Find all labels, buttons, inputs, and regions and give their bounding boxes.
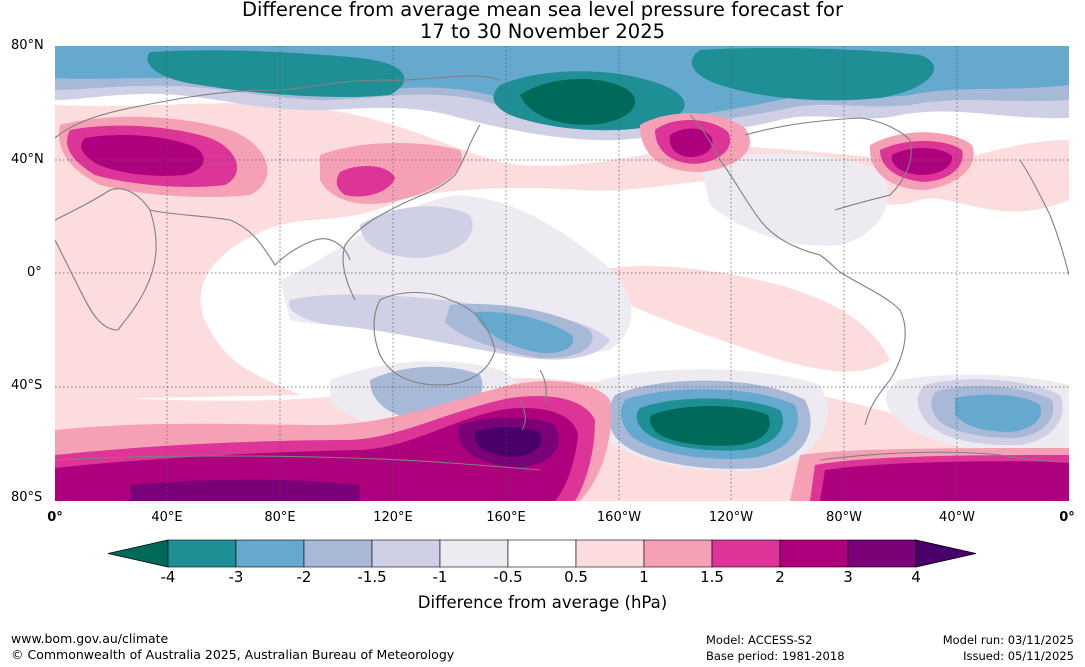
anomaly-region (600, 265, 890, 372)
colorbar-tick: 4 (911, 568, 921, 586)
anomaly-region (81, 135, 204, 176)
colorbar-swatch (235, 539, 305, 568)
colorbar-tick: 1.5 (700, 568, 724, 586)
map-field (55, 46, 1069, 501)
lat-label-80n: 80°N (11, 38, 44, 53)
colorbar-swatch (439, 539, 509, 568)
colorbar-swatch (779, 539, 849, 568)
colorbar-arrow-low (107, 539, 169, 568)
anomaly-region (360, 206, 473, 258)
anomaly-region (475, 311, 574, 354)
footer-base-period: Base period: 1981-2018 (706, 649, 845, 663)
footer-copyright: © Commonwealth of Australia 2025, Austra… (11, 647, 455, 662)
colorbar-swatch (575, 539, 645, 568)
colorbar-tick: -3 (228, 568, 244, 586)
lon-label: 120°W (708, 510, 754, 525)
anomaly-region (955, 394, 1042, 432)
colorbar-swatch (643, 539, 713, 568)
colorbar-tick: -1 (432, 568, 448, 586)
lat-label-80s: 80°S (11, 490, 43, 505)
lon-label: 80°W (826, 510, 862, 525)
lon-label: 0° (47, 510, 63, 525)
colorbar-swatch (303, 539, 373, 568)
colorbar-swatch (371, 539, 441, 568)
footer-model: Model: ACCESS-S2 (706, 633, 813, 647)
chart-title-line2: 17 to 30 November 2025 (419, 20, 666, 43)
colorbar (107, 539, 977, 568)
lat-label-equator: 0° (27, 265, 42, 280)
chart-title-line1: Difference from average mean sea level p… (242, 0, 843, 21)
colorbar-tick: 3 (843, 568, 853, 586)
lon-label: 80°E (264, 510, 296, 525)
lon-label: 120°E (373, 510, 413, 525)
colorbar-label: Difference from average (hPa) (417, 593, 668, 612)
colorbar-tick: -1.5 (357, 568, 387, 586)
anomaly-region (147, 50, 405, 97)
gridlines (55, 46, 1069, 501)
coastlines (55, 75, 1069, 471)
anomaly-region (691, 47, 935, 101)
lat-label-40s: 40°S (11, 378, 43, 393)
colorbar-swatch (167, 539, 237, 568)
colorbar-tick: 0.5 (564, 568, 588, 586)
footer-issued: Issued: 05/11/2025 (963, 649, 1074, 663)
footer-site[interactable]: www.bom.gov.au/climate (11, 631, 169, 646)
anomaly-region (649, 406, 770, 446)
colorbar-swatch (711, 539, 781, 568)
colorbar-tick: 1 (639, 568, 649, 586)
lon-label: 160°E (486, 510, 526, 525)
anomaly-region (520, 78, 636, 125)
colorbar-swatch (507, 539, 577, 568)
anomaly-region (669, 128, 713, 157)
lon-label: 40°W (939, 510, 975, 525)
anomaly-region (891, 147, 953, 175)
anomaly-region (475, 426, 542, 457)
colorbar-arrow-high (915, 539, 977, 568)
anomaly-region (130, 479, 360, 501)
anomaly-region (820, 461, 1069, 501)
colorbar-tick: -2 (296, 568, 312, 586)
lon-label: 40°E (151, 510, 183, 525)
colorbar-tick: -4 (160, 568, 176, 586)
colorbar-tick: 2 (775, 568, 785, 586)
footer-model-run: Model run: 03/11/2025 (942, 633, 1074, 647)
anomaly-region (55, 407, 578, 501)
lat-label-40n: 40°N (11, 152, 44, 167)
lon-label: 160°W (596, 510, 642, 525)
anomaly-region (336, 166, 395, 197)
colorbar-swatch (847, 539, 917, 568)
lon-label: 0° (1059, 510, 1075, 525)
colorbar-tick: -0.5 (493, 568, 523, 586)
anomaly-region (700, 153, 888, 246)
